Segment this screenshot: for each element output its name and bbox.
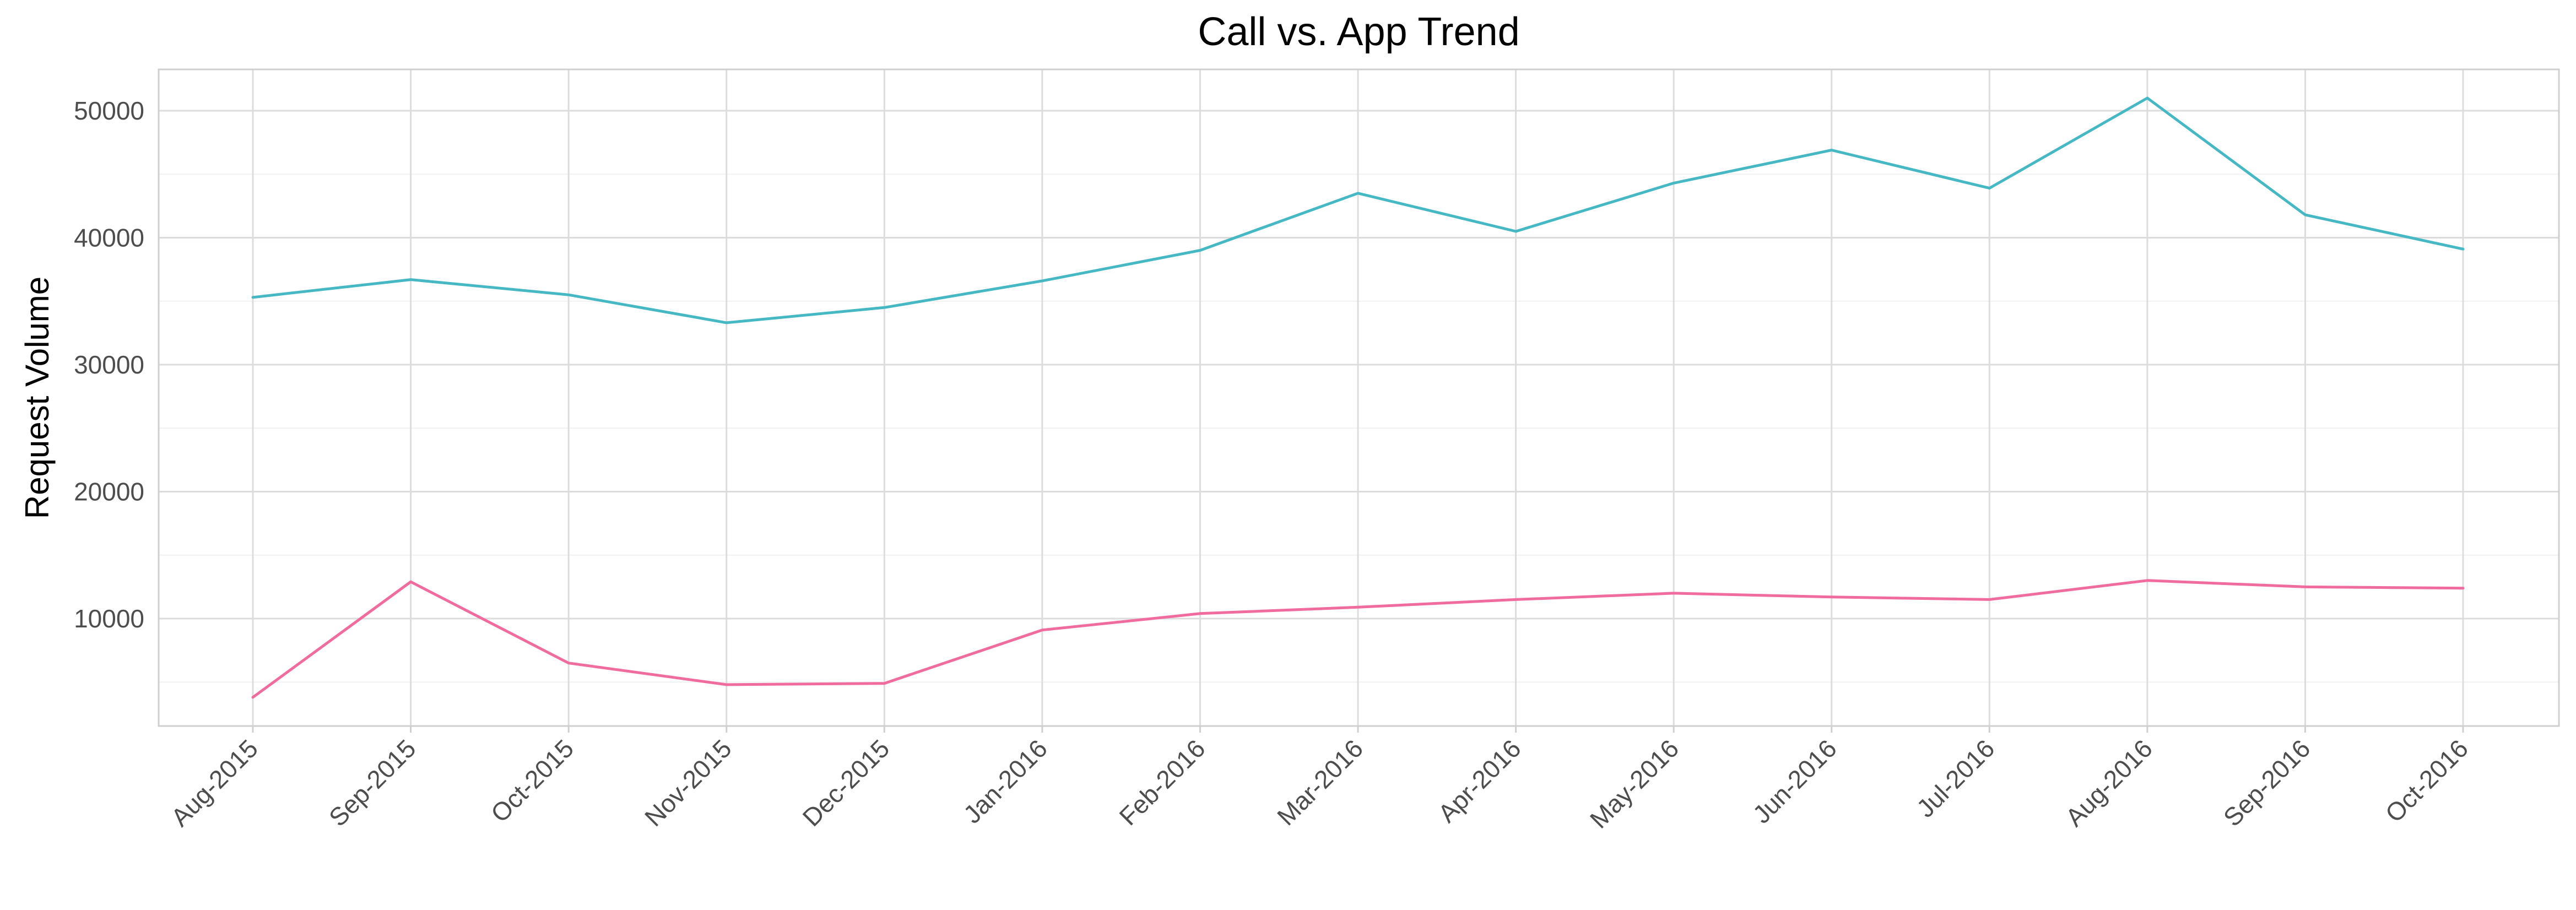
y-axis: 10000 20000 30000 40000 50000: [74, 96, 144, 633]
y-tick-label: 20000: [74, 478, 144, 506]
y-tick-label: 30000: [74, 350, 144, 379]
series-line-1: [251, 96, 2465, 324]
grid: [159, 69, 2559, 726]
chart-title: Call vs. App Trend: [1198, 10, 1519, 54]
y-tick-label: 50000: [74, 96, 144, 125]
y-axis-label: Request Volume: [19, 277, 56, 519]
series-layer: [251, 96, 2465, 699]
y-tick-label: 10000: [74, 604, 144, 633]
y-tick-label: 40000: [74, 224, 144, 252]
series-line-2: [251, 579, 2465, 699]
